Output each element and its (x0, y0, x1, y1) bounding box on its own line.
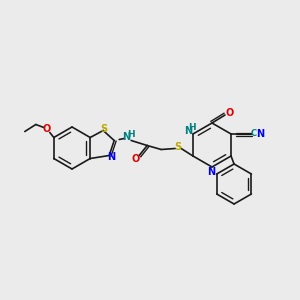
Text: N: N (256, 129, 264, 139)
Text: O: O (226, 108, 234, 118)
Text: N: N (122, 133, 130, 142)
Text: O: O (131, 154, 139, 164)
Text: S: S (100, 124, 108, 134)
Text: O: O (43, 124, 51, 134)
Text: H: H (128, 130, 135, 139)
Text: S: S (175, 142, 182, 152)
Text: N: N (184, 126, 192, 136)
Text: N: N (207, 167, 215, 177)
Text: C: C (251, 128, 257, 137)
Text: N: N (107, 152, 115, 161)
Text: H: H (188, 122, 196, 131)
